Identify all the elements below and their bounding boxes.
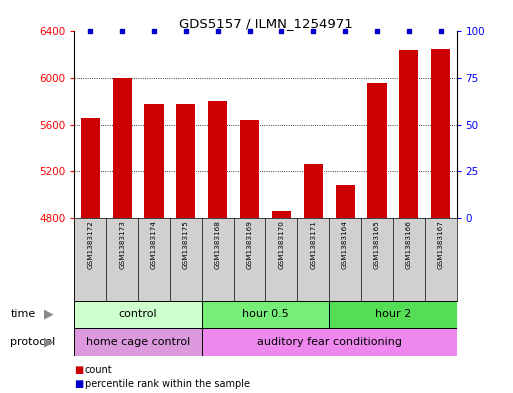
Text: protocol: protocol <box>10 337 55 347</box>
Text: hour 0.5: hour 0.5 <box>242 309 289 320</box>
Text: ■: ■ <box>74 365 84 375</box>
Bar <box>81 118 100 218</box>
Text: GSM1383165: GSM1383165 <box>374 220 380 270</box>
Bar <box>329 301 457 328</box>
Bar <box>74 328 202 356</box>
Text: GSM1383173: GSM1383173 <box>119 220 125 270</box>
Text: ▶: ▶ <box>44 335 53 349</box>
Bar <box>112 77 132 218</box>
Text: time: time <box>10 309 35 320</box>
Text: auditory fear conditioning: auditory fear conditioning <box>256 337 402 347</box>
Bar <box>367 83 386 218</box>
Text: GSM1383175: GSM1383175 <box>183 220 189 270</box>
Bar <box>240 120 259 218</box>
Bar <box>431 49 450 218</box>
Bar <box>202 301 329 328</box>
Bar <box>272 211 291 218</box>
Bar <box>336 185 354 218</box>
Text: percentile rank within the sample: percentile rank within the sample <box>85 379 250 389</box>
Bar <box>399 50 418 218</box>
Text: control: control <box>119 309 157 320</box>
Bar <box>202 328 457 356</box>
Text: ■: ■ <box>74 379 84 389</box>
Text: GSM1383171: GSM1383171 <box>310 220 316 270</box>
Bar <box>176 104 195 218</box>
Text: GSM1383169: GSM1383169 <box>247 220 252 270</box>
Text: count: count <box>85 365 112 375</box>
Text: GSM1383174: GSM1383174 <box>151 220 157 270</box>
Title: GDS5157 / ILMN_1254971: GDS5157 / ILMN_1254971 <box>179 17 352 30</box>
Text: GSM1383170: GSM1383170 <box>279 220 284 270</box>
Bar <box>74 301 202 328</box>
Text: hour 2: hour 2 <box>375 309 411 320</box>
Text: GSM1383166: GSM1383166 <box>406 220 412 270</box>
Text: GSM1383164: GSM1383164 <box>342 220 348 270</box>
Bar <box>304 164 323 218</box>
Text: GSM1383172: GSM1383172 <box>87 220 93 270</box>
Text: GSM1383168: GSM1383168 <box>215 220 221 270</box>
Text: GSM1383167: GSM1383167 <box>438 220 444 270</box>
Text: home cage control: home cage control <box>86 337 190 347</box>
Bar <box>145 104 164 218</box>
Text: ▶: ▶ <box>44 308 53 321</box>
Bar <box>208 101 227 218</box>
